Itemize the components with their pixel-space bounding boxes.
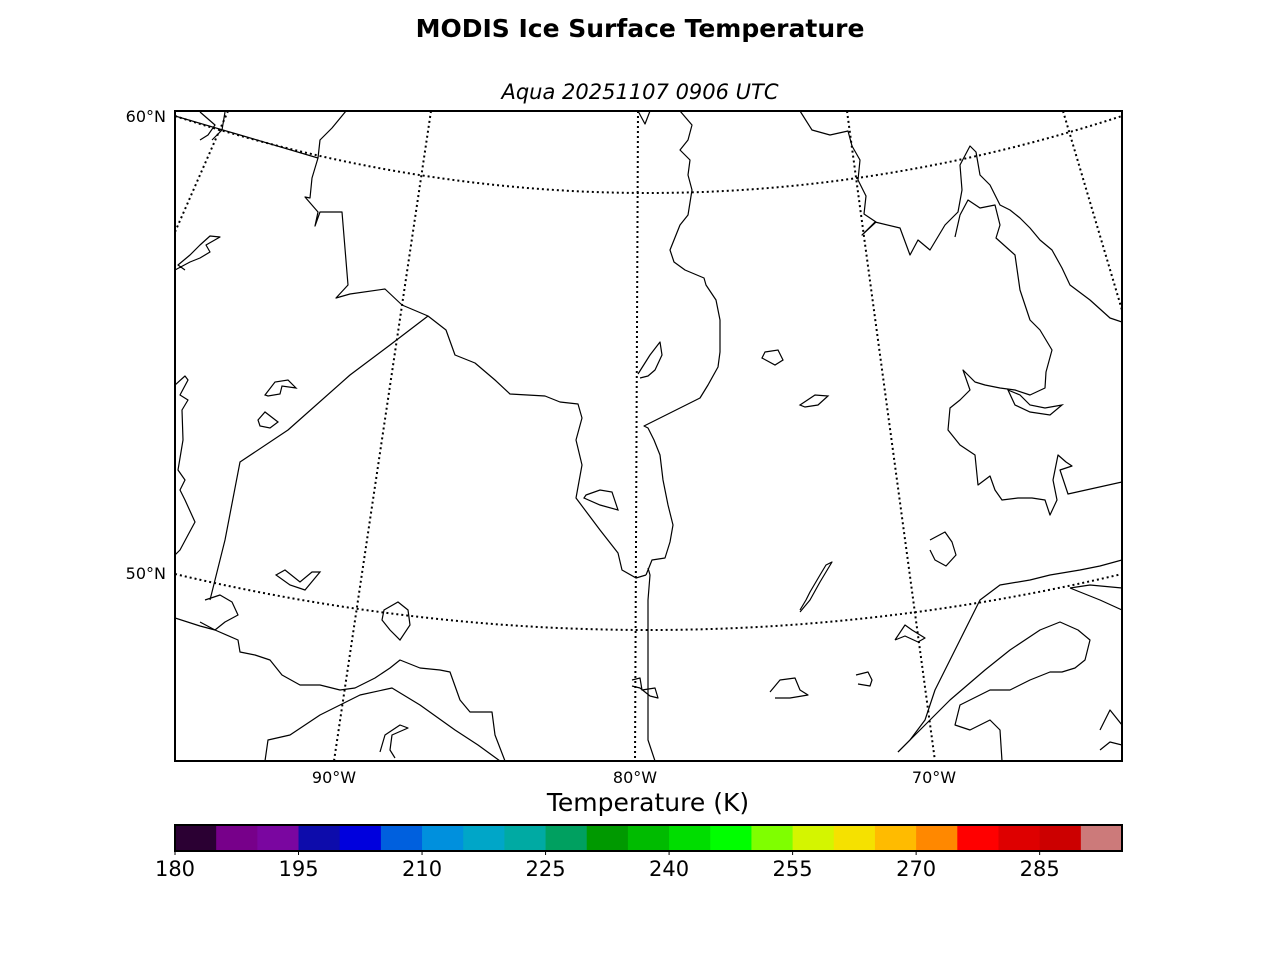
colorbar-cell: [627, 825, 670, 851]
lake-small-1: [264, 379, 298, 397]
colorbar-cell: [792, 825, 835, 851]
coastline-south-islands: [631, 624, 926, 699]
coastline-great-lakes-north: [175, 617, 506, 761]
coastline-lake-superior: [264, 687, 501, 761]
colorbar-cell: [586, 825, 629, 851]
coastline-quebec-inland-lakes: [799, 561, 833, 613]
colorbar-cell: [339, 825, 382, 851]
lat-label-60n: 60°N: [126, 107, 166, 126]
map-panel: [175, 111, 1122, 761]
colorbar-tick-label: 255: [773, 857, 813, 881]
colorbar-tick-label: 240: [649, 857, 689, 881]
coastline-hudson-bay-southwest: [304, 157, 647, 579]
coastline-west-islands: [175, 111, 226, 271]
meridian-80w: [634, 111, 639, 761]
colorbar-cell: [380, 825, 423, 851]
coastline-lake-nipigon: [199, 594, 239, 631]
coastline-gaspe: [897, 621, 1091, 761]
parallel-60n: [175, 115, 1122, 194]
colorbar-cell: [1039, 825, 1082, 851]
figure-title: MODIS Ice Surface Temperature: [415, 14, 865, 43]
coastline-st-lawrence-north: [897, 559, 1122, 753]
colorbar-cell: [298, 825, 341, 851]
lon-label-90w: 90°W: [312, 768, 356, 787]
map-border: [174, 110, 1123, 762]
lake-small-5: [761, 349, 784, 366]
coastline-james-bay-east: [643, 111, 721, 576]
lat-label-50n: 50°N: [126, 564, 166, 583]
coastline-maritimes: [1069, 584, 1122, 751]
colorbar-cell: [545, 825, 588, 851]
colorbar-tick-label: 285: [1020, 857, 1060, 881]
lake-small-6: [798, 394, 830, 408]
coastline-labrador-inner: [947, 199, 1122, 516]
colorbar-tick-label: 210: [402, 857, 442, 881]
lake-small-4: [583, 489, 619, 511]
coastline-west-edge: [175, 375, 196, 556]
lake-small-3: [274, 569, 322, 591]
lon-label-80w: 80°W: [613, 768, 657, 787]
colorbar-cell: [710, 825, 752, 851]
colorbar-tick-label: 225: [526, 857, 566, 881]
colorbar-cell: [504, 825, 547, 851]
coastlines: [175, 111, 1122, 761]
lake-small-7: [1006, 388, 1065, 416]
colorbar-cell: [669, 825, 711, 851]
coastline-lake-huron: [379, 724, 409, 759]
colorbar-cell: [1080, 825, 1123, 851]
colorbar-cell: [751, 825, 794, 851]
colorbar-cell: [998, 825, 1041, 851]
border-ontario-manitoba: [209, 315, 429, 601]
lake-small-8: [381, 601, 411, 641]
meridian-70w: [846, 111, 936, 761]
parallel-50n: [175, 573, 1122, 631]
lon-label-70w: 70°W: [912, 768, 956, 787]
colorbar-cell: [216, 825, 258, 851]
colorbar-tick-label: 195: [278, 857, 318, 881]
colorbar-cell: [916, 825, 958, 851]
coastline-manicouagan: [929, 531, 957, 567]
colorbar-tick-label: 180: [155, 857, 195, 881]
figure-subtitle: Aqua 20251107 0906 UTC: [501, 80, 779, 104]
colorbar-cell: [463, 825, 505, 851]
colorbar: [175, 825, 1123, 851]
graticule: [175, 111, 1122, 761]
lake-small-2: [257, 411, 279, 429]
colorbar-cell: [175, 825, 217, 851]
colorbar-cell: [874, 825, 917, 851]
colorbar-cell: [257, 825, 300, 851]
colorbar-title: Temperature (K): [546, 788, 749, 817]
colorbar-cell: [957, 825, 999, 851]
colorbar-frame: [174, 824, 1123, 852]
colorbar-ticks: 180 195 210 225 240 255 270 285: [155, 851, 1060, 881]
coastline-hudson-bay-west: [175, 111, 347, 159]
coastline-hudson-bay-east-upper: [637, 111, 651, 125]
meridian-95w: [175, 111, 229, 233]
coastline-ungava: [799, 111, 1122, 323]
lakes: [257, 349, 1065, 641]
coastline-belcher: [637, 341, 663, 379]
colorbar-cell: [833, 825, 876, 851]
colorbar-tick-label: 270: [896, 857, 936, 881]
coastline-james-bay-inner: [647, 567, 656, 761]
colorbar-cell: [422, 825, 464, 851]
